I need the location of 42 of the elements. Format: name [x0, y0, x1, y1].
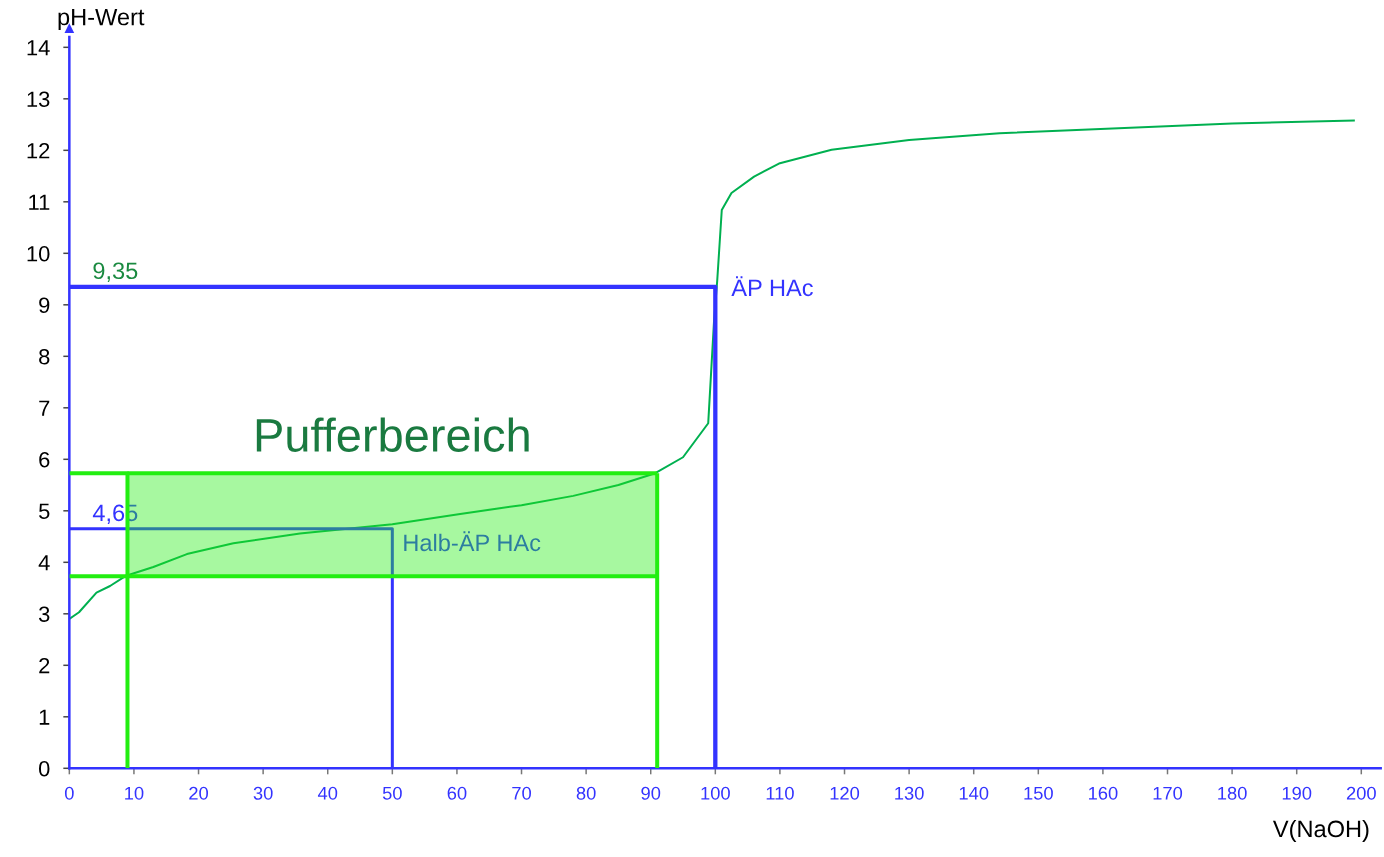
x-tick-label: 10 [125, 786, 144, 800]
x-tick-label: 20 [189, 786, 209, 800]
x-tick-label: 130 [895, 786, 924, 800]
y-tick-label: 14 [27, 40, 50, 56]
x-tick-label: 70 [512, 786, 531, 800]
y-tick-label: 8 [39, 348, 50, 365]
y-axis-title: pH-Wert [58, 8, 145, 31]
x-axis-title: V(NaOH) [1272, 819, 1369, 842]
x-tick-label: 200 [1346, 786, 1376, 800]
x-tick-label: 30 [253, 786, 273, 800]
y-tick-label: 7 [39, 400, 50, 416]
x-tick-label: 180 [1218, 786, 1247, 800]
series-label: Pufferbereich [256, 417, 529, 452]
y-tick-label: 11 [29, 194, 50, 210]
y-tick-label: 9 [39, 297, 50, 313]
x-tick-label: 170 [1153, 786, 1183, 800]
y-tick-label: 0 [38, 760, 50, 777]
x-tick-label: 160 [1089, 786, 1118, 800]
annotation: ÄP HAc [731, 276, 813, 297]
x-tick-label: 120 [830, 786, 860, 800]
x-tick-label: 80 [576, 786, 596, 800]
x-tick-label: 40 [317, 786, 338, 800]
y-tick-label: 10 [27, 245, 50, 262]
x-tick-label: 100 [701, 786, 730, 800]
x-tick-label: 110 [766, 786, 794, 800]
y-tick-label: 3 [38, 606, 50, 622]
x-tick-label: 0 [64, 786, 74, 800]
x-tick-label: 90 [641, 786, 661, 800]
x-tick-label: 60 [447, 786, 467, 800]
y-tick-label: 4 [38, 555, 50, 571]
y-tick-label: 1 [39, 709, 50, 725]
annotation: 9,35 [93, 262, 138, 282]
x-tick-label: 50 [382, 786, 402, 800]
y-tick-label: 6 [39, 451, 50, 468]
y-tick-label: 5 [39, 503, 50, 519]
x-tick-label: 140 [959, 786, 989, 800]
x-tick-label: 190 [1282, 786, 1312, 800]
x-tick-label: 150 [1024, 786, 1053, 800]
y-tick-label: 12 [27, 142, 50, 159]
annotation: Halb-ÄP HAc [404, 531, 541, 552]
y-tick-label: 13 [27, 91, 50, 107]
y-tick-label: 2 [39, 657, 50, 674]
